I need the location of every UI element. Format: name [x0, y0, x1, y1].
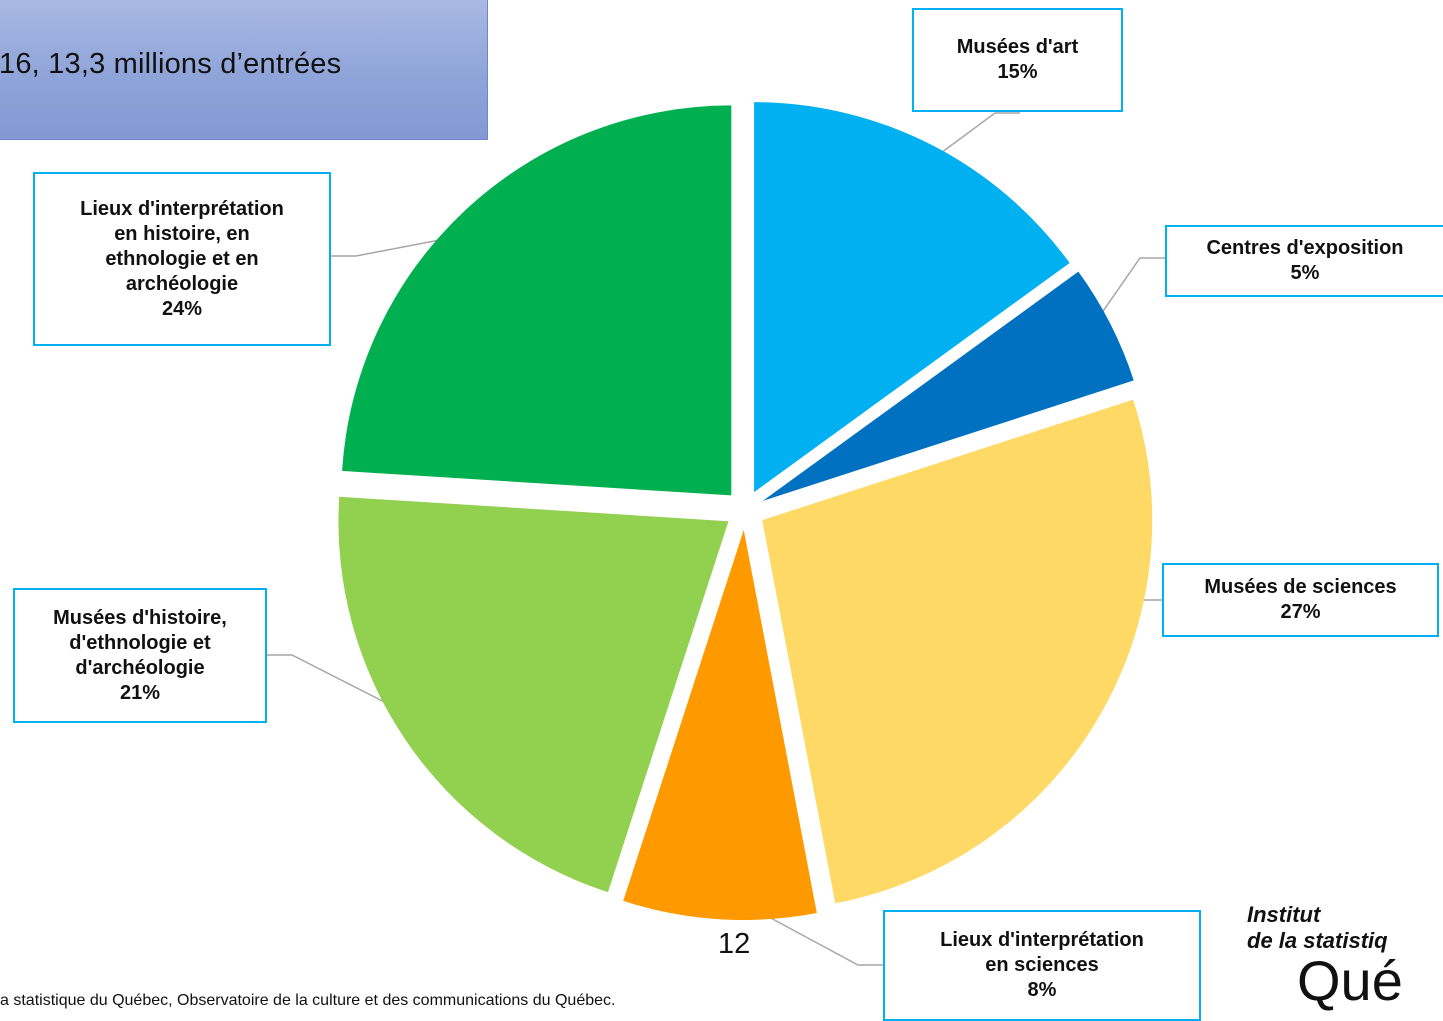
page-number: 12 — [718, 928, 751, 960]
leader-line — [917, 112, 1020, 171]
slice-label-lieux-interpretation-histoire: Lieux d'interprétation en histoire, en eth… — [33, 172, 331, 346]
pie-slice — [338, 496, 729, 893]
slice-label-line: Lieux d'interprétation — [940, 929, 1144, 951]
institut-logo: Institut de la statistiq Qué — [1247, 900, 1443, 1019]
slice-label-text: Lieux d'interprétation en sciences 8% — [940, 928, 1144, 1003]
slice-label-musees-sciences: Musées de sciences 27% — [1162, 563, 1439, 637]
slice-label-musees-art: Musées d'art 15% — [912, 8, 1123, 112]
slice-label-line: 8% — [1027, 979, 1057, 1001]
slice-label-line: Musées de sciences — [1204, 576, 1397, 598]
slice-label-lieux-interpretation-sciences: Lieux d'interprétation en sciences 8% — [883, 910, 1201, 1021]
pie-slice — [342, 105, 732, 496]
pie-slices — [338, 102, 1153, 920]
leader-line — [1084, 257, 1165, 338]
slice-label-text: Lieux d'interprétation en histoire, en eth… — [80, 197, 284, 322]
slice-label-line: 21% — [119, 681, 160, 704]
slice-label-line: Centres d'exposition — [1206, 237, 1404, 259]
slice-label-line: 24% — [161, 297, 202, 320]
slice-label-line: Musées d'histoire, — [53, 606, 227, 629]
slice-label-text: Musées d'histoire, d'ethnologie et d'arché… — [53, 606, 227, 706]
pie-slice — [762, 399, 1153, 904]
slice-label-line: en histoire, en — [114, 222, 250, 245]
slice-label-musees-histoire: Musées d'histoire, d'ethnologie et d'arché… — [13, 588, 267, 723]
slice-label-line: Musées d'art — [956, 36, 1079, 58]
slice-label-text: Centres d'exposition 5% — [1206, 236, 1403, 286]
slice-label-line: en sciences — [985, 954, 1099, 976]
logo-line-2: de la statistiq — [1247, 928, 1388, 953]
slice-label-line: Lieux d'interprétation — [80, 197, 284, 220]
source-note: a statistique du Québec, Observatoire de… — [0, 992, 616, 1009]
logo-line-1: Institut — [1247, 902, 1321, 927]
title-banner: 16, 13,3 millions d’entrées — [0, 0, 488, 140]
slice-label-line: 15% — [997, 61, 1038, 83]
slice-label-line: d'archéologie — [75, 656, 205, 679]
pie-slice — [623, 529, 817, 920]
chart-title: 16, 13,3 millions d’entrées — [0, 48, 342, 80]
slice-label-line: 5% — [1290, 262, 1320, 284]
slice-label-line: 27% — [1280, 601, 1321, 623]
slice-label-line: ethnologie et en — [105, 247, 259, 270]
pie-slice — [754, 102, 1070, 493]
pie-slice — [762, 271, 1134, 501]
slice-label-line: archéologie — [125, 272, 239, 295]
slice-label-line: d'ethnologie et — [69, 631, 211, 654]
slice-label-text: Musées de sciences 27% — [1204, 575, 1396, 625]
slice-label-centres-exposition: Centres d'exposition 5% — [1165, 225, 1443, 297]
logo-line-3: Qué — [1297, 949, 1403, 1012]
slice-label-text: Musées d'art 15% — [957, 35, 1078, 85]
